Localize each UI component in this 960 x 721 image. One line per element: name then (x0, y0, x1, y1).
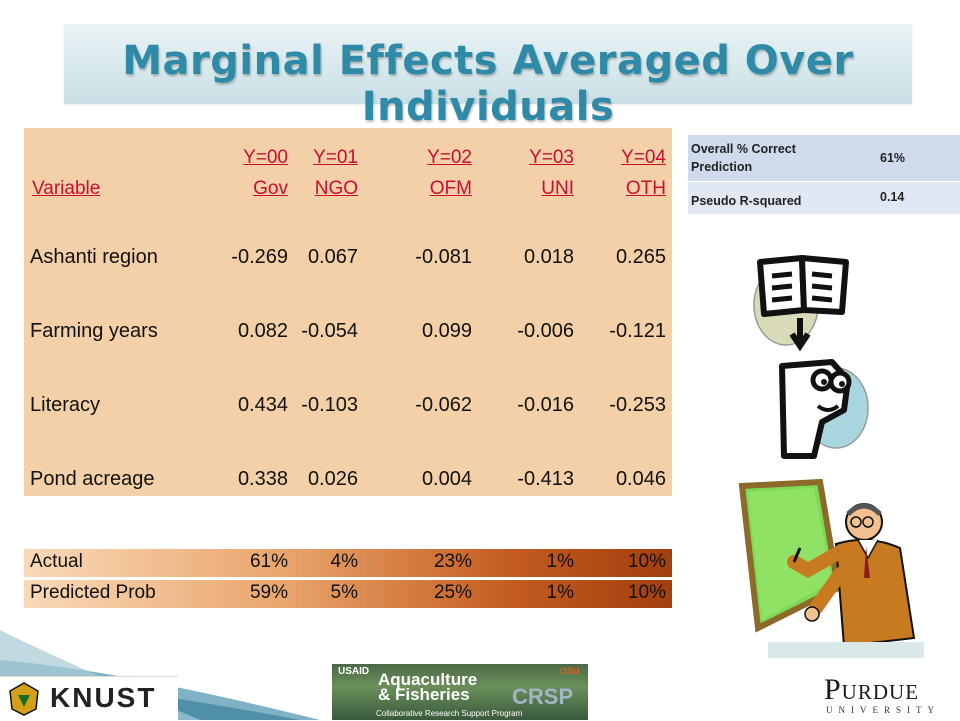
table-cell: 0.099 (421, 320, 472, 342)
table-cell: 10% (627, 551, 666, 572)
table-cell: 5% (330, 582, 358, 603)
header-oth-label: OTH (625, 178, 666, 199)
osu-mark: OSU (560, 666, 580, 676)
stat-label: Overall % Correct Prediction (691, 142, 796, 174)
table-cell: 0.434 (237, 394, 288, 416)
table-cell: -0.253 (609, 394, 666, 416)
table-cell: 1% (546, 582, 574, 603)
header-ngo-label: NGO (314, 178, 358, 199)
row-label-farming-years: Farming years (30, 320, 158, 342)
table-cell: -0.054 (301, 320, 358, 342)
teacher-clipart (738, 478, 924, 658)
table-cell: 0.338 (237, 468, 288, 490)
header-gov-code: Y=00 (243, 147, 288, 168)
purdue-wordmark: Purdue (824, 673, 920, 706)
table-cell: 61% (249, 551, 288, 572)
table-cell: -0.413 (517, 468, 574, 490)
header-ngo: Y=01 NGO (288, 142, 358, 206)
table-cell: -0.081 (415, 246, 472, 268)
table-cell: 0.067 (307, 246, 358, 268)
header-ofm-label: OFM (429, 178, 472, 199)
purdue-university-label: UNIVERSITY (826, 705, 940, 715)
knust-crest-icon (9, 682, 39, 716)
table-cell: -0.121 (609, 320, 666, 342)
row-label-predicted-prob: Predicted Prob (30, 582, 156, 603)
stat-value: 0.14 (880, 190, 905, 204)
header-gov: Y=00 Gov (206, 142, 288, 206)
aqua-subtitle: Collaborative Research Support Program (376, 709, 523, 718)
knust-wordmark: KNUST (50, 682, 157, 713)
aquaculture-crsp-logo: USAID Aquaculture & Fisheries CRSP OSU C… (332, 664, 588, 720)
table-cell: -0.016 (517, 394, 574, 416)
table-cell: -0.062 (415, 394, 472, 416)
table-cell: 4% (330, 551, 358, 572)
table-cell: 0.018 (523, 246, 574, 268)
header-uni-label: UNI (541, 178, 574, 199)
header-oth-code: Y=04 (621, 147, 666, 168)
stat-row-correct-prediction: Overall % Correct Prediction 61% (688, 135, 960, 181)
aqua-title-line2: & Fisheries (378, 685, 470, 704)
crsp-mark: CRSP (512, 684, 574, 709)
header-ofm: Y=02 OFM (374, 142, 472, 206)
table-cell: 0.046 (615, 468, 666, 490)
header-oth: Y=04 OTH (584, 142, 666, 206)
table-cell: -0.006 (517, 320, 574, 342)
usaid-mark: USAID (338, 666, 370, 677)
table-cell: 25% (433, 582, 472, 603)
row-label-literacy: Literacy (30, 394, 101, 416)
header-ngo-code: Y=01 (313, 147, 358, 168)
summary-row-actual: Actual 61% 4% 23% 1% 10% (24, 549, 672, 577)
aqua-title-line1: Aquaculture (378, 670, 478, 689)
aqua-title: Aquaculture & Fisheries (378, 670, 478, 704)
table-cell: 0.265 (615, 246, 666, 268)
knust-logo: KNUST (0, 676, 178, 721)
row-label-pond-acreage: Pond acreage (30, 468, 155, 490)
header-variable: Variable (32, 178, 101, 199)
model-fit-stats: Overall % Correct Prediction 61% Pseudo … (688, 135, 960, 215)
stat-row-pseudo-r2: Pseudo R-squared 0.14 (688, 182, 960, 214)
table-cell: 23% (433, 551, 472, 572)
table-cell: 0.026 (307, 468, 358, 490)
summary-row-predicted: Predicted Prob 59% 5% 25% 1% 10% (24, 580, 672, 608)
slide-title: Marginal Effects Averaged Over Individua… (122, 38, 854, 130)
row-label-ashanti: Ashanti region (30, 246, 158, 268)
header-ofm-code: Y=02 (427, 147, 472, 168)
header-uni-code: Y=03 (529, 147, 574, 168)
header-gov-label: Gov (253, 178, 288, 199)
table-cell: -0.103 (301, 394, 358, 416)
table-cell: 0.004 (421, 468, 472, 490)
reading-clipart (753, 255, 869, 459)
marginal-effects-table: Variable Y=00 Gov Y=01 NGO Y=02 OFM Y=03… (24, 128, 672, 496)
row-label-actual: Actual (30, 551, 83, 572)
table-cell: 10% (627, 582, 666, 603)
stat-value: 61% (880, 151, 906, 165)
table-cell: 1% (546, 551, 574, 572)
title-bar: Marginal Effects Averaged Over Individua… (64, 24, 912, 130)
stat-label: Pseudo R-squared (691, 194, 802, 208)
table-cell: 0.082 (237, 320, 288, 342)
table-cell: -0.269 (231, 246, 288, 268)
header-uni: Y=03 UNI (494, 142, 574, 206)
table-cell: 59% (249, 582, 288, 603)
